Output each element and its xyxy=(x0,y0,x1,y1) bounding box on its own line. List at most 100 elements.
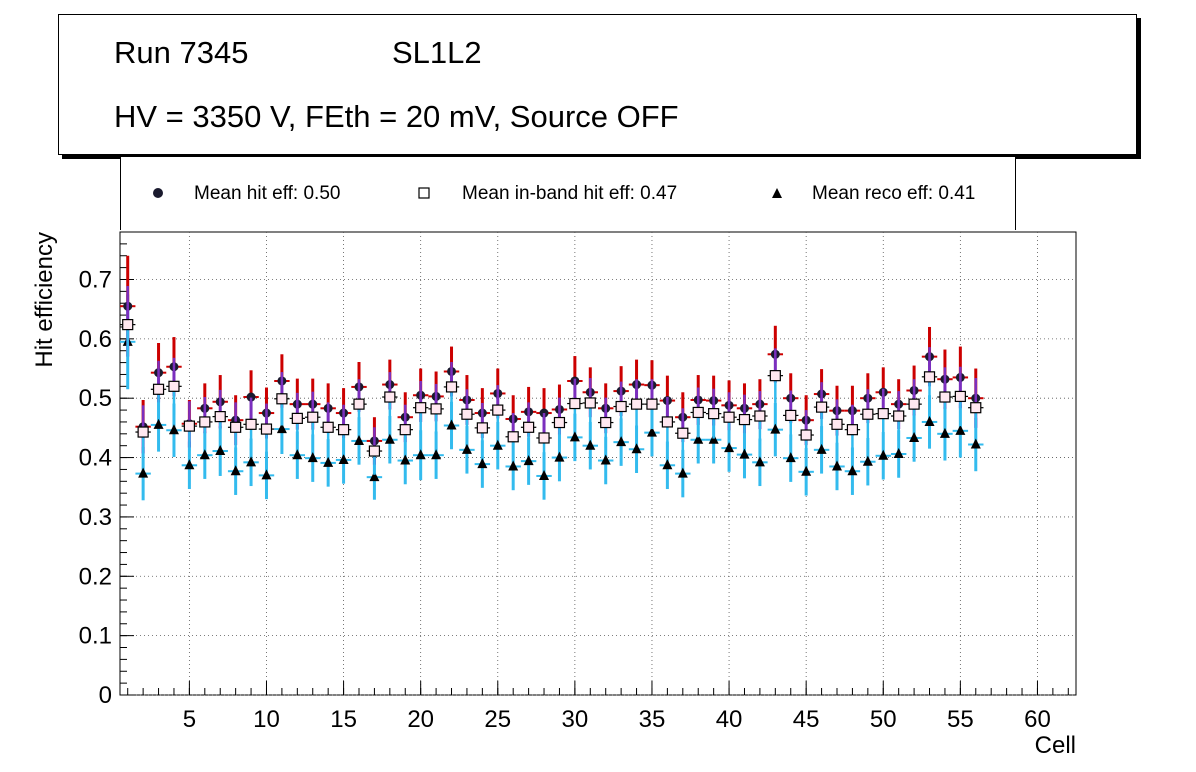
reco-point xyxy=(400,454,411,465)
reco-point xyxy=(770,423,781,434)
reco-point xyxy=(230,465,241,476)
x-tick-label: 45 xyxy=(793,706,820,733)
reco-point xyxy=(307,452,318,463)
x-tick-label: 40 xyxy=(716,706,743,733)
reco-point xyxy=(554,451,565,462)
inband-point xyxy=(307,411,319,423)
inband-point xyxy=(492,404,504,416)
inband-point xyxy=(800,429,812,441)
reco-point xyxy=(477,458,488,469)
reco-point xyxy=(754,456,765,467)
inband-point xyxy=(584,397,596,409)
x-tick-label: 60 xyxy=(1024,706,1051,733)
inband-point xyxy=(183,420,195,432)
inband-point xyxy=(970,402,982,414)
x-tick-label: 25 xyxy=(484,706,511,733)
reco-point xyxy=(862,455,873,466)
inband-point xyxy=(368,445,381,457)
reco-point xyxy=(631,443,642,454)
inband-point xyxy=(769,370,781,382)
reco-point xyxy=(276,423,287,434)
inband-point xyxy=(214,411,226,423)
inband-point xyxy=(230,421,242,433)
inband-point xyxy=(507,431,519,443)
reco-point xyxy=(909,431,920,442)
legend: Mean hit eff: 0.50 Mean in-band hit eff:… xyxy=(120,157,1016,230)
reco-point xyxy=(616,436,627,447)
legend-hit-label: Mean hit eff: 0.50 xyxy=(194,183,341,204)
inband-point xyxy=(461,408,473,420)
inband-point xyxy=(785,409,797,422)
reco-point xyxy=(939,427,950,438)
reco-point xyxy=(384,433,395,444)
inband-point xyxy=(708,408,720,420)
reco-point xyxy=(261,469,272,480)
reco-point xyxy=(184,459,195,470)
x-tick-label: 20 xyxy=(407,706,434,733)
reco-point xyxy=(646,426,657,437)
reco-point xyxy=(539,469,550,480)
inband-point xyxy=(152,383,165,395)
reco-point xyxy=(724,442,735,453)
inband-point xyxy=(260,423,273,435)
inband-point xyxy=(877,408,889,420)
inband-point xyxy=(122,319,134,331)
reco-point xyxy=(924,415,935,426)
reco-point xyxy=(677,467,688,478)
reco-point xyxy=(832,460,842,471)
reco-point xyxy=(246,456,257,467)
inband-point xyxy=(661,416,673,428)
reco-point xyxy=(585,439,596,450)
legend-inband-label: Mean in-band hit eff: 0.47 xyxy=(462,183,678,204)
reco-point xyxy=(569,431,580,442)
reco-point xyxy=(785,452,796,463)
layer-label: SL1L2 xyxy=(392,35,482,70)
inband-point xyxy=(199,416,211,428)
inband-point xyxy=(939,391,951,403)
inband-point xyxy=(815,401,828,413)
inband-point xyxy=(168,380,180,392)
y-tick-label: 0 xyxy=(99,682,112,709)
inband-point xyxy=(476,422,488,434)
reco-point xyxy=(354,434,364,445)
reco-point xyxy=(708,433,719,444)
inband-point xyxy=(692,406,704,419)
inband-point xyxy=(893,410,905,422)
reco-point xyxy=(215,445,226,456)
reco-point xyxy=(323,456,334,467)
x-tick-label: 5 xyxy=(183,706,196,733)
inband-point xyxy=(415,402,427,414)
hit-point xyxy=(246,392,256,402)
y-tick-label: 0.4 xyxy=(79,445,112,472)
inband-point xyxy=(954,390,966,403)
y-tick-label: 0.6 xyxy=(79,326,112,353)
x-tick-label: 50 xyxy=(870,706,897,733)
inband-point xyxy=(723,411,735,423)
inband-point xyxy=(646,398,658,410)
conditions-label: HV = 3350 V, FEth = 20 mV, Source OFF xyxy=(114,99,679,134)
inband-point xyxy=(754,410,766,422)
y-axis-title: Hit efficiency xyxy=(31,232,58,368)
x-axis-title: Cell xyxy=(1035,732,1076,759)
legend-reco-label: Mean reco eff: 0.41 xyxy=(812,183,976,204)
reco-point xyxy=(600,454,611,465)
inband-point xyxy=(353,398,365,410)
inband-point xyxy=(430,403,442,415)
reco-point xyxy=(199,449,210,460)
reco-point xyxy=(446,419,457,430)
reco-point xyxy=(739,448,750,459)
reco-point xyxy=(153,418,164,429)
reco-point xyxy=(801,465,812,476)
run-label: Run 7345 xyxy=(114,35,249,70)
reco-point xyxy=(878,449,889,460)
inband-point xyxy=(384,391,396,403)
inband-point xyxy=(677,427,689,439)
inband-point xyxy=(291,412,303,424)
title-box: Run 7345 SL1L2 HV = 3350 V, FEth = 20 mV… xyxy=(58,14,1137,155)
inband-point xyxy=(137,426,149,438)
y-tick-label: 0.3 xyxy=(79,504,112,531)
reco-point xyxy=(970,438,981,449)
reco-point xyxy=(847,465,858,476)
